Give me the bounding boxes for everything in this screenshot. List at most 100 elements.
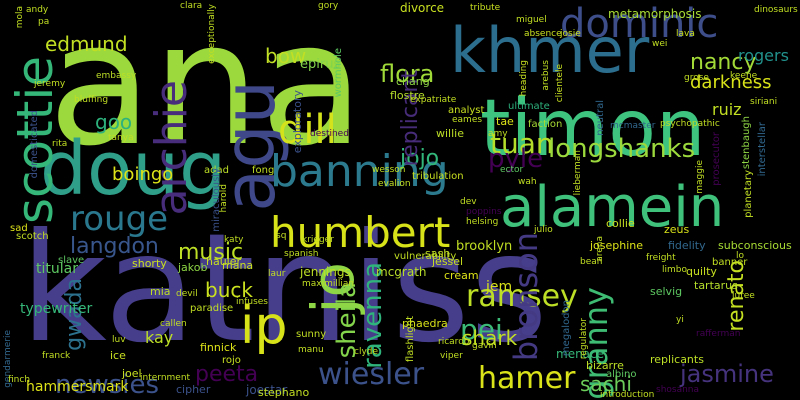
cloud-word: psychopathic [660, 119, 720, 129]
cloud-word: stephano [258, 386, 310, 399]
cloud-word: scotch [16, 231, 49, 242]
cloud-word: subconscious [718, 239, 792, 252]
cloud-word: darkness [690, 72, 772, 93]
cloud-word: rita [52, 139, 68, 149]
cloud-word: clyde [354, 347, 379, 357]
cloud-word: archie [146, 80, 197, 216]
cloud-word: kay [145, 328, 174, 347]
cloud-word: rogers [738, 46, 789, 65]
cloud-word: infuses [236, 297, 268, 307]
cloud-word: phaedra [402, 317, 448, 330]
cloud-word: interstellar [757, 122, 768, 177]
cloud-word: mana [222, 259, 254, 272]
cloud-word: brooklyn [456, 239, 513, 254]
cloud-word: ruiz [712, 100, 742, 119]
cloud-word: maggie [695, 160, 705, 194]
cloud-word: tanya [108, 133, 134, 143]
cloud-word: limbo [662, 265, 687, 275]
cloud-word: wei [652, 39, 668, 49]
cloud-word: faction [528, 119, 563, 130]
cloud-word: evalion [378, 179, 411, 189]
cloud-word: hammersmark [26, 379, 129, 395]
cloud-word: music [178, 240, 244, 265]
cloud-word: pei [460, 313, 503, 346]
cloud-word: finnick [200, 341, 237, 354]
cloud-word: wormhole [333, 48, 344, 98]
cloud-word: flostre [390, 89, 425, 102]
cloud-word: dinosaurs [754, 5, 798, 15]
cloud-word: laur [268, 269, 286, 279]
cloud-word: doug [40, 126, 227, 212]
cloud-word: megalodon [561, 300, 572, 357]
cloud-word: titular [36, 261, 78, 277]
cloud-word: ramsey [466, 279, 578, 314]
cloud-word: katy [224, 235, 244, 245]
cloud-word: rojo [222, 355, 241, 366]
cloud-word: alamein [500, 175, 725, 240]
cloud-word: finch [8, 375, 31, 385]
cloud-word: ice [110, 349, 126, 362]
cloud-word: ricardo [438, 337, 470, 347]
cloud-word: prosecutor [711, 132, 722, 186]
cloud-word: flora [380, 60, 435, 88]
cloud-word: freight [646, 253, 676, 263]
cloud-word: flashlight [405, 316, 416, 363]
cloud-word: pyle [488, 144, 544, 174]
cloud-word: khmer [450, 14, 650, 87]
cloud-word: joel [122, 367, 142, 380]
cloud-word: wiesler [318, 357, 425, 392]
cloud-word: boingo [112, 164, 174, 185]
cloud-word: rouge [70, 199, 169, 239]
cloud-word: arebus [541, 60, 551, 91]
cloud-word: luv [112, 335, 126, 345]
cloud-word: willie [436, 127, 464, 140]
cloud-word: epirus [300, 57, 341, 72]
cloud-word: newsies [55, 370, 160, 400]
cloud-word: keene [730, 71, 758, 81]
cloud-word: ultimate [508, 101, 550, 112]
cloud-word: paradise [190, 303, 234, 314]
cloud-word: mola [15, 6, 25, 29]
cloud-word: viper [440, 351, 463, 361]
cloud-word: jem [486, 279, 513, 295]
cloud-word: sad [10, 223, 28, 234]
cloud-word: selvig [650, 285, 683, 298]
cloud-word: helsing [466, 217, 499, 227]
cloud-word: bow [265, 44, 307, 68]
cloud-word: rafferman [696, 329, 741, 339]
cloud-word: poppins [466, 207, 502, 217]
cloud-word: timon [480, 84, 706, 174]
cloud-word: vulnerability [394, 251, 457, 262]
cloud-word: quilty [686, 265, 717, 278]
cloud-word: grose [684, 73, 709, 83]
cloud-word: dill [278, 107, 337, 153]
cloud-word: lieberman [573, 150, 583, 196]
cloud-word: tartarus [694, 279, 738, 292]
cloud-word: joestar [246, 383, 288, 397]
cloud-word: tuan [490, 127, 554, 160]
cloud-word: tribute [470, 3, 501, 13]
cloud-word: albino [606, 369, 637, 380]
cloud-word: exploratory [291, 90, 304, 154]
cloud-word: fidelity [668, 239, 706, 252]
cloud-word: sq [276, 231, 287, 241]
cloud-word: mia [150, 285, 171, 298]
cloud-word: gory [318, 1, 339, 11]
cloud-word: absence [524, 29, 562, 39]
cloud-word: devil [176, 289, 198, 299]
cloud-word: hamer [478, 361, 576, 396]
cloud-word: tribulation [412, 171, 464, 182]
cloud-word: josie [560, 29, 581, 39]
cloud-word: goo [95, 110, 133, 134]
cloud-word: fong [252, 165, 275, 176]
cloud-word: introduction [600, 390, 655, 400]
cloud-word: callen [160, 319, 187, 329]
cloud-word: jakob [178, 261, 208, 274]
cloud-word: collie [606, 217, 635, 230]
cloud-word: regulator [579, 318, 589, 360]
cloud-word: wesson [372, 165, 406, 175]
cloud-word: jojo [400, 146, 440, 171]
cloud-word: divorce [400, 1, 445, 15]
cloud-word: typewriter [20, 301, 93, 317]
